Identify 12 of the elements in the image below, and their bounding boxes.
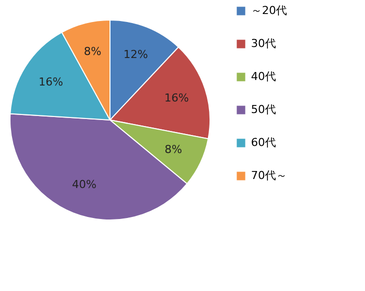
legend-label: 40代	[251, 70, 276, 83]
legend-label: ～20代	[251, 4, 287, 17]
legend-label: 60代	[251, 136, 276, 149]
data-label: 8%	[84, 45, 102, 58]
data-label: 8%	[164, 142, 182, 156]
data-label: 40%	[72, 178, 96, 192]
data-label: 12%	[124, 48, 148, 61]
data-label: 16%	[164, 91, 189, 104]
data-label: 16%	[38, 75, 64, 88]
legend-label: 50代	[251, 103, 276, 116]
legend-label: 70代～	[251, 169, 287, 182]
legend-label: 30代	[251, 37, 276, 50]
